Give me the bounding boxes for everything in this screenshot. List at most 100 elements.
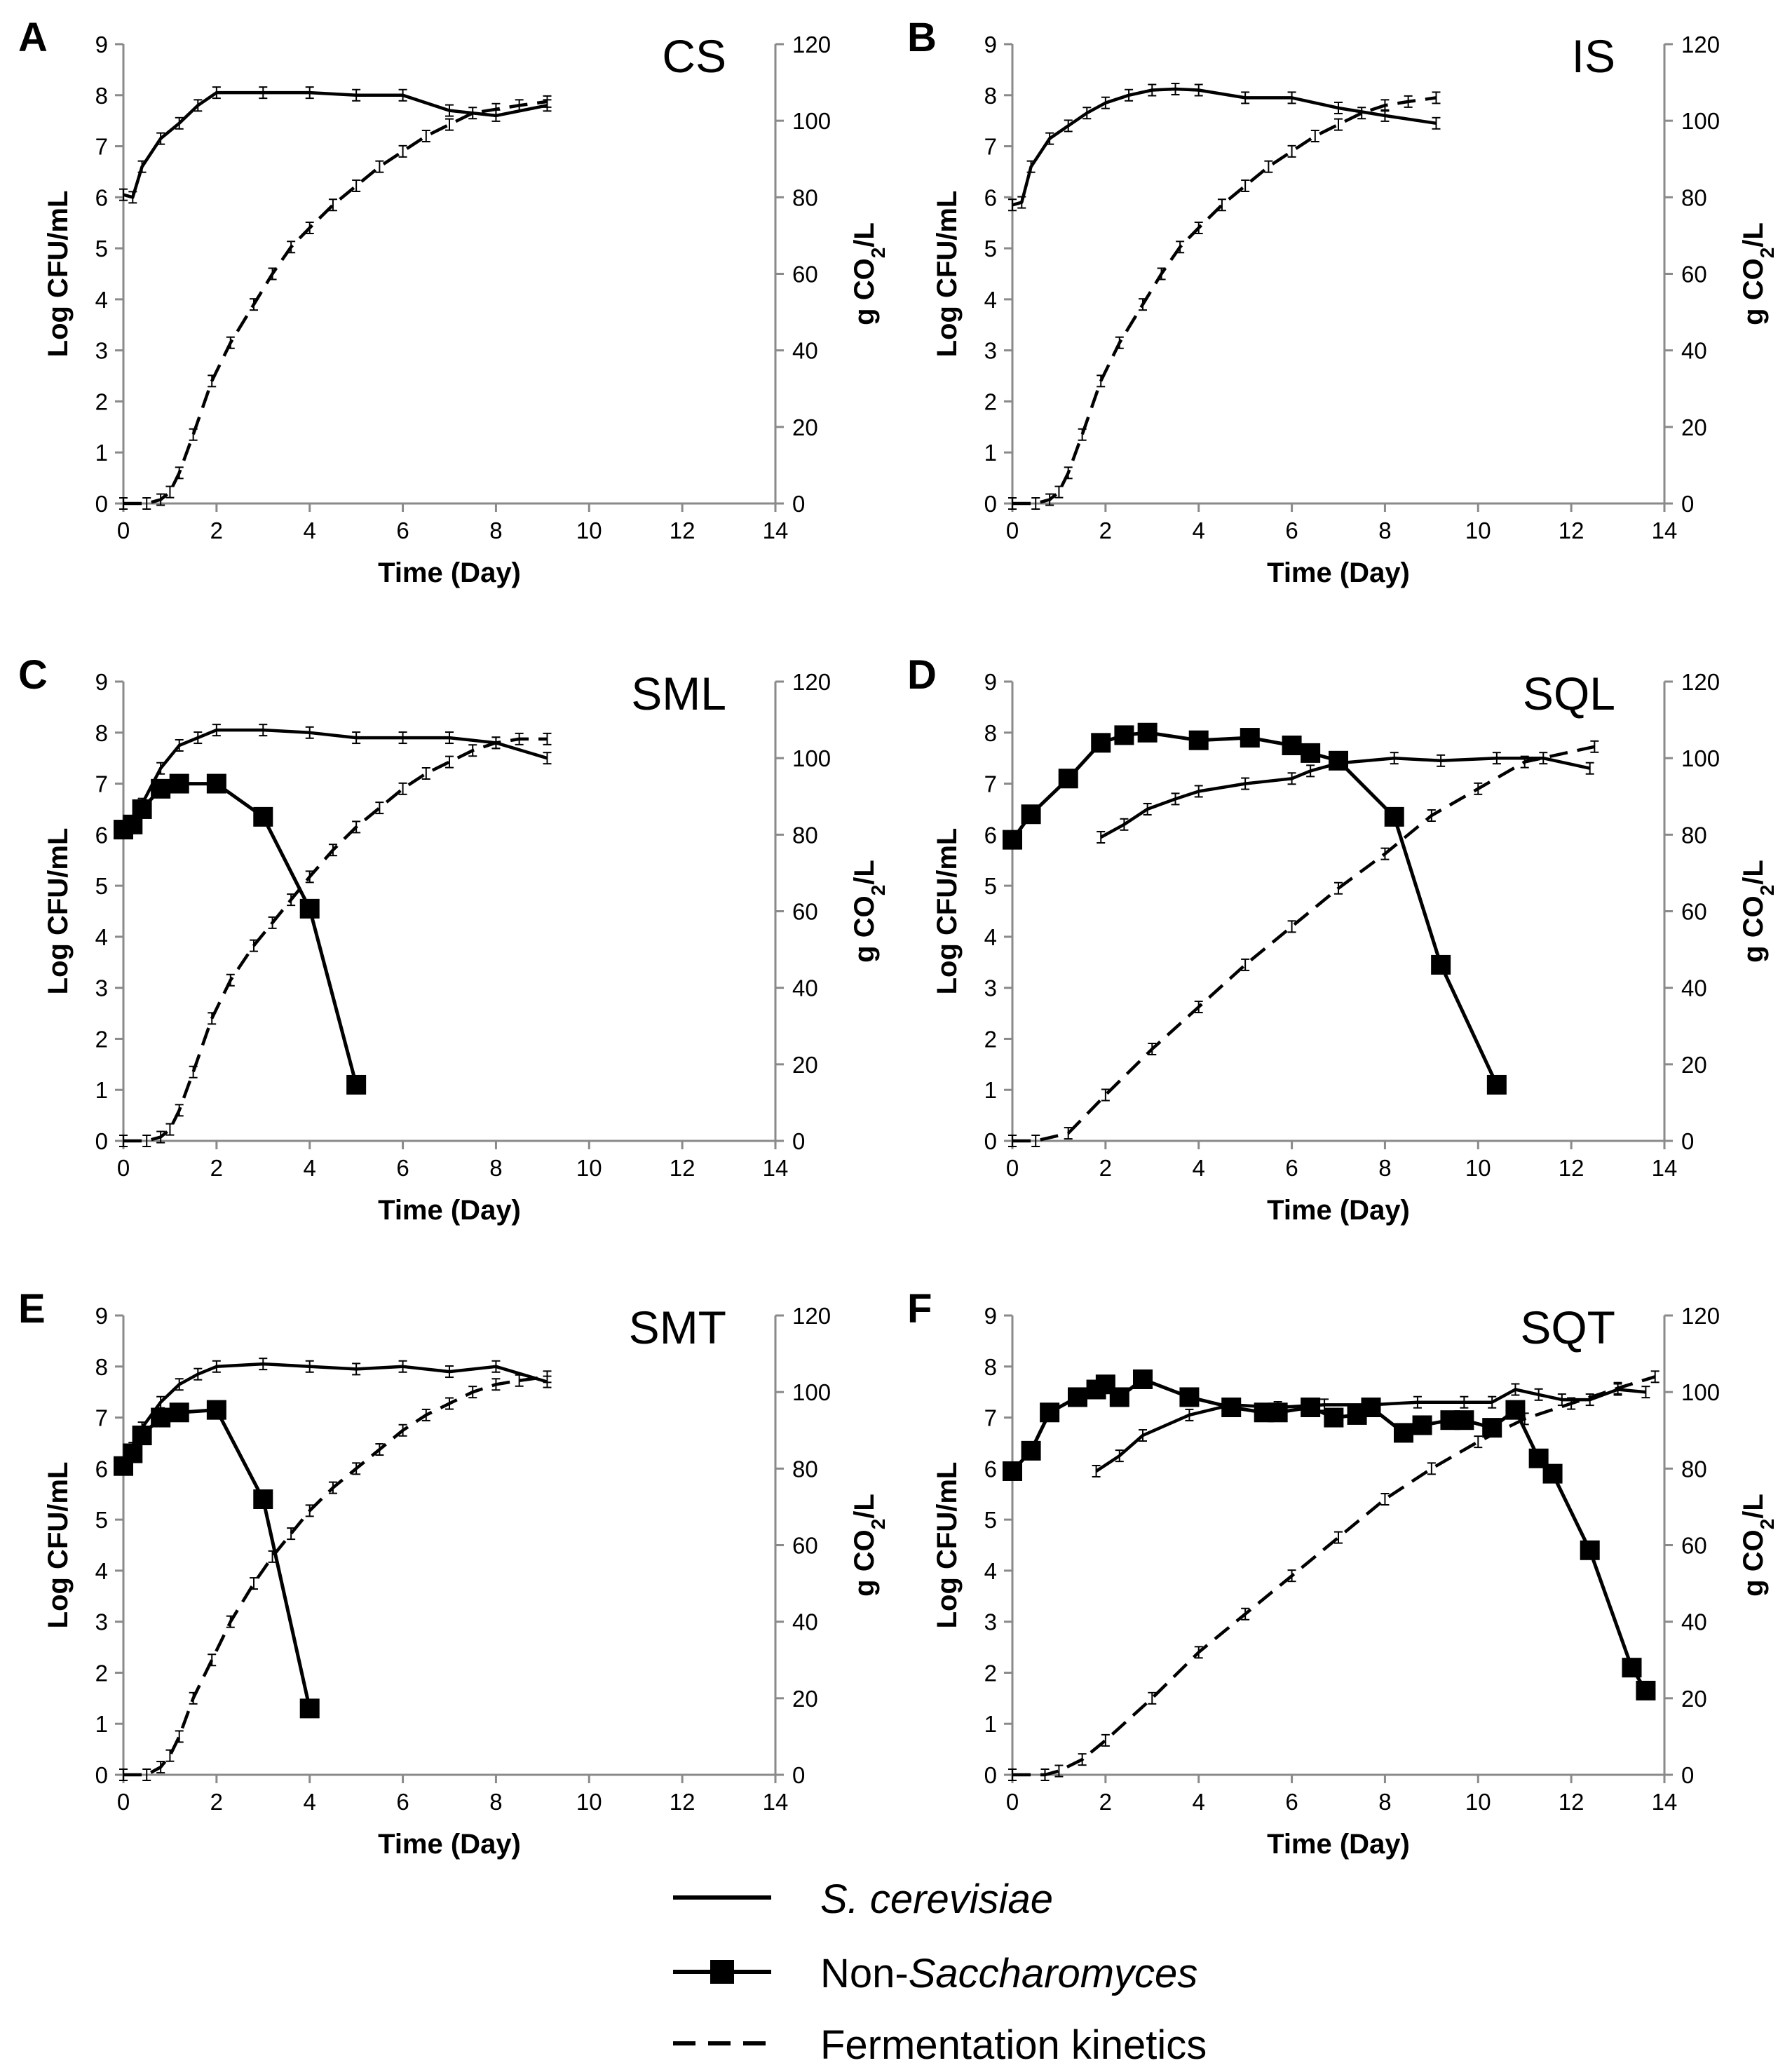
- y-left-tick-label: 8: [984, 1354, 997, 1380]
- series-dashed: [1008, 1370, 1659, 1781]
- y-left-tick-label: 2: [95, 1660, 108, 1686]
- x-axis-label: Time (Day): [378, 557, 521, 588]
- legend-saccharomyces-italic: Saccharomyces: [909, 1951, 1198, 1996]
- y-left-tick-label: 3: [984, 975, 997, 1001]
- series-solid: [1097, 752, 1594, 844]
- data-point-square: [1486, 1074, 1507, 1095]
- series-squares: [114, 773, 367, 1095]
- y-right-tick-label: 0: [792, 1762, 805, 1788]
- y-left-tick-label: 0: [984, 1762, 997, 1788]
- data-point-square: [1040, 1402, 1060, 1423]
- x-tick-label: 8: [489, 518, 502, 543]
- y-right-tick-label: 0: [792, 491, 805, 517]
- data-point-square: [169, 773, 189, 794]
- y-axis-right-label-unit: /L: [1738, 1494, 1769, 1519]
- y-left-tick-label: 7: [95, 771, 108, 797]
- y-left-tick-label: 2: [984, 1660, 997, 1686]
- y-right-tick-label: 0: [1681, 1762, 1694, 1788]
- data-point-square: [1188, 730, 1209, 750]
- y-left-tick-label: 7: [95, 1405, 108, 1431]
- data-point-square: [1324, 1407, 1344, 1428]
- series-dashed: [119, 732, 552, 1147]
- x-tick-label: 6: [396, 1155, 409, 1181]
- x-tick-label: 10: [576, 1155, 602, 1181]
- series-solid: [1008, 83, 1441, 212]
- data-point-square: [346, 1074, 367, 1095]
- series-squares: [1003, 1369, 1656, 1700]
- y-left-tick-label: 4: [95, 924, 108, 950]
- y-left-tick-label: 4: [984, 287, 997, 313]
- y-left-tick-label: 9: [95, 1303, 108, 1329]
- series-dashed: [1008, 91, 1441, 510]
- y-left-tick-label: 0: [984, 491, 997, 517]
- y-axis-left-label: Log CFU/mL: [43, 828, 74, 995]
- x-tick-label: 12: [1559, 1155, 1584, 1181]
- panel-smt: 0 2 4 6 8 10 12 140123456789020406080100120Time…: [18, 1286, 889, 1860]
- y-left-tick-label: 5: [984, 873, 997, 899]
- x-tick-label: 2: [1099, 518, 1112, 543]
- x-tick-label: 10: [1465, 1789, 1491, 1815]
- y-left-tick-label: 2: [95, 388, 108, 414]
- x-tick-label: 6: [1285, 518, 1298, 543]
- x-tick-label: 2: [210, 1789, 223, 1815]
- y-right-tick-label: 100: [1681, 108, 1720, 134]
- x-tick-label: 4: [304, 1789, 316, 1815]
- y-right-tick-label: 100: [792, 108, 831, 134]
- panel-sml: 0 2 4 6 8 10 12 140123456789020406080100120Time…: [18, 652, 889, 1226]
- y-left-tick-label: 5: [984, 1507, 997, 1533]
- y-right-tick-label: 120: [792, 1303, 831, 1329]
- series-line: [121, 1408, 312, 1709]
- y-axis-right-label-main: g CO: [849, 895, 880, 963]
- y-left-tick-label: 7: [984, 134, 997, 160]
- x-tick-label: 14: [1652, 1155, 1678, 1181]
- x-tick-label: 6: [1285, 1789, 1298, 1815]
- x-tick-label: 2: [1099, 1155, 1112, 1181]
- y-axis-right-label: g CO2/L: [1738, 1494, 1778, 1597]
- y-axis-right-label-main: g CO: [1738, 258, 1769, 325]
- data-point-square: [1431, 954, 1451, 975]
- y-axis-right-label: g CO2/L: [849, 1494, 889, 1597]
- y-right-tick-label: 20: [1681, 1686, 1707, 1712]
- y-left-tick-label: 1: [95, 1711, 108, 1737]
- data-point-square: [1137, 722, 1158, 743]
- y-axis-right-label-unit: /L: [1738, 222, 1769, 248]
- panel-title: SQL: [1523, 668, 1615, 719]
- data-point-square: [1412, 1415, 1432, 1435]
- data-point-square: [1384, 806, 1404, 827]
- x-tick-label: 14: [763, 1155, 789, 1181]
- y-right-tick-label: 100: [792, 1379, 831, 1405]
- y-right-tick-label: 40: [1681, 338, 1707, 364]
- y-axis-right-label-subscript: 2: [867, 885, 889, 896]
- legend-non-saccharomyces-marker: [710, 1960, 734, 1984]
- y-left-tick-label: 3: [95, 1609, 108, 1635]
- y-left-tick-label: 6: [984, 822, 997, 848]
- y-left-tick-label: 9: [984, 32, 997, 58]
- y-left-tick-label: 3: [984, 1609, 997, 1635]
- y-right-tick-label: 40: [1681, 1609, 1707, 1635]
- data-point-square: [169, 1402, 189, 1423]
- y-axis-right-label-subscript: 2: [1756, 885, 1778, 896]
- data-point-square: [151, 778, 171, 799]
- panel-cs: 0 2 4 6 8 10 12 140123456789020406080100120Time…: [18, 15, 889, 588]
- x-tick-label: 10: [576, 518, 602, 543]
- y-left-tick-label: 8: [95, 83, 108, 109]
- data-point-square: [206, 1400, 226, 1420]
- data-point-square: [1454, 1410, 1474, 1430]
- legend-fermentation-label: Fermentation kinetics: [820, 2022, 1207, 2063]
- x-axis-label: Time (Day): [1267, 1829, 1410, 1860]
- y-right-tick-label: 80: [792, 184, 818, 210]
- panel-letter: D: [907, 652, 937, 698]
- x-tick-label: 0: [1006, 1155, 1019, 1181]
- panel-letter: B: [907, 15, 937, 60]
- y-axis-right-label-unit: /L: [1738, 860, 1769, 885]
- data-point-square: [299, 898, 320, 919]
- x-tick-label: 2: [210, 518, 223, 543]
- y-right-tick-label: 20: [1681, 1052, 1707, 1078]
- x-tick-label: 8: [1378, 1789, 1391, 1815]
- y-right-tick-label: 120: [1681, 1303, 1720, 1329]
- panel-letter: E: [18, 1286, 46, 1332]
- x-axis-label: Time (Day): [1267, 557, 1410, 588]
- x-tick-label: 0: [117, 1155, 130, 1181]
- x-tick-label: 4: [304, 1155, 316, 1181]
- y-left-tick-label: 4: [984, 1558, 997, 1584]
